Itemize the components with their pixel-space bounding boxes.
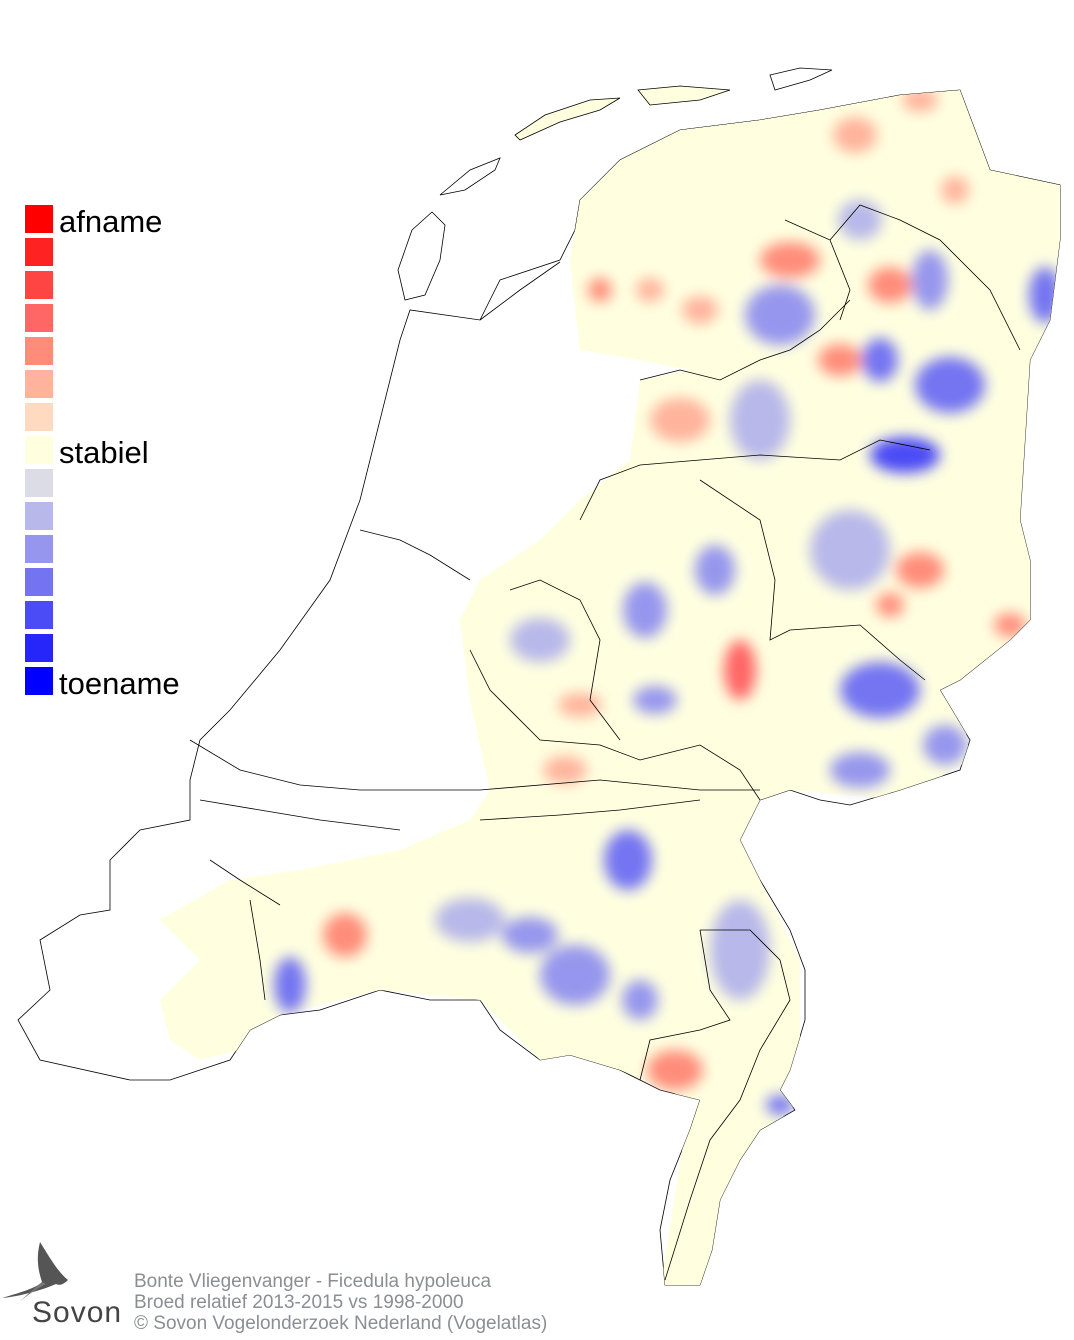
increase-patch <box>510 618 570 662</box>
increase-patch <box>840 662 920 718</box>
legend-swatch <box>25 568 53 596</box>
decline-patch <box>868 267 912 303</box>
legend-swatch <box>25 601 53 629</box>
caption-copyright: © Sovon Vogelonderzoek Nederland (Vogela… <box>134 1313 548 1334</box>
decline-patch <box>558 693 602 717</box>
increase-patch <box>274 957 306 1013</box>
islands <box>397 67 833 301</box>
island-terschelling <box>514 97 621 141</box>
legend-swatch <box>25 502 53 530</box>
increase-patch <box>838 200 882 240</box>
decline-patch <box>650 398 710 442</box>
increase-patch <box>540 945 610 1005</box>
province-borders <box>189 204 1021 1281</box>
decline-patch <box>760 242 820 278</box>
increase-patch <box>622 980 658 1020</box>
trend-surface <box>160 90 1060 1285</box>
increase-patch <box>810 510 890 590</box>
increase-patch <box>695 545 735 595</box>
decline-patch <box>994 613 1026 637</box>
increase-patch <box>710 900 770 1000</box>
increase-patch <box>604 830 652 890</box>
decline-patch <box>543 756 587 784</box>
sovon-logo-text: Sovon <box>32 1296 123 1329</box>
legend-label-increase: toename <box>59 666 180 701</box>
increase-patch <box>766 1095 794 1115</box>
increase-patch <box>830 752 890 788</box>
legend-label-decline: afname <box>59 204 163 239</box>
decline-patch <box>647 1050 703 1090</box>
decline-patch <box>682 296 718 324</box>
decline-patch <box>588 278 612 302</box>
legend-swatch <box>25 634 53 662</box>
legend-swatch <box>25 469 53 497</box>
sovon-swallow-logo-icon <box>2 1242 68 1306</box>
caption-species: Bonte Vliegenvanger - Ficedula hypoleuca <box>134 1271 492 1292</box>
increase-patch <box>923 725 967 765</box>
legend-swatch <box>25 535 53 563</box>
decline-patch <box>896 552 944 588</box>
legend-swatch <box>25 304 53 332</box>
island-texel <box>397 211 446 301</box>
island-ameland <box>637 85 731 106</box>
increase-patch <box>915 357 985 413</box>
legend-swatch <box>25 403 53 431</box>
legend-swatch <box>25 370 53 398</box>
island-schiermonnikoog <box>769 67 833 91</box>
stable-area <box>160 90 1060 1285</box>
decline-patch <box>724 640 756 700</box>
legend-swatch <box>25 436 53 464</box>
decline-patch <box>818 344 862 376</box>
legend-label-stable: stabiel <box>59 435 149 470</box>
increase-patch <box>745 285 815 345</box>
increase-patch <box>633 686 677 714</box>
increase-patch <box>862 338 898 382</box>
decline-patch <box>902 90 938 112</box>
decline-patch <box>941 176 969 204</box>
legend-swatch <box>25 667 53 695</box>
increase-patch <box>912 250 948 310</box>
decline-patch <box>636 278 664 302</box>
decline-patch <box>876 593 904 617</box>
increase-patch <box>870 437 940 473</box>
decline-patch <box>323 913 367 957</box>
legend-swatch <box>25 271 53 299</box>
increase-patch <box>435 898 505 942</box>
legend-swatch <box>25 337 53 365</box>
increase-patch <box>502 917 558 953</box>
increase-patch <box>1029 267 1060 323</box>
map-caption: Bonte Vliegenvanger - Ficedula hypoleuca… <box>134 1271 547 1334</box>
decline-patch <box>833 117 877 153</box>
increase-patch <box>730 380 790 460</box>
legend-swatch <box>25 205 53 233</box>
caption-period: Broed relatief 2013-2015 vs 1998-2000 <box>134 1292 464 1313</box>
island-vlieland <box>439 157 501 196</box>
increase-patch <box>623 582 667 638</box>
legend-swatch <box>25 238 53 266</box>
